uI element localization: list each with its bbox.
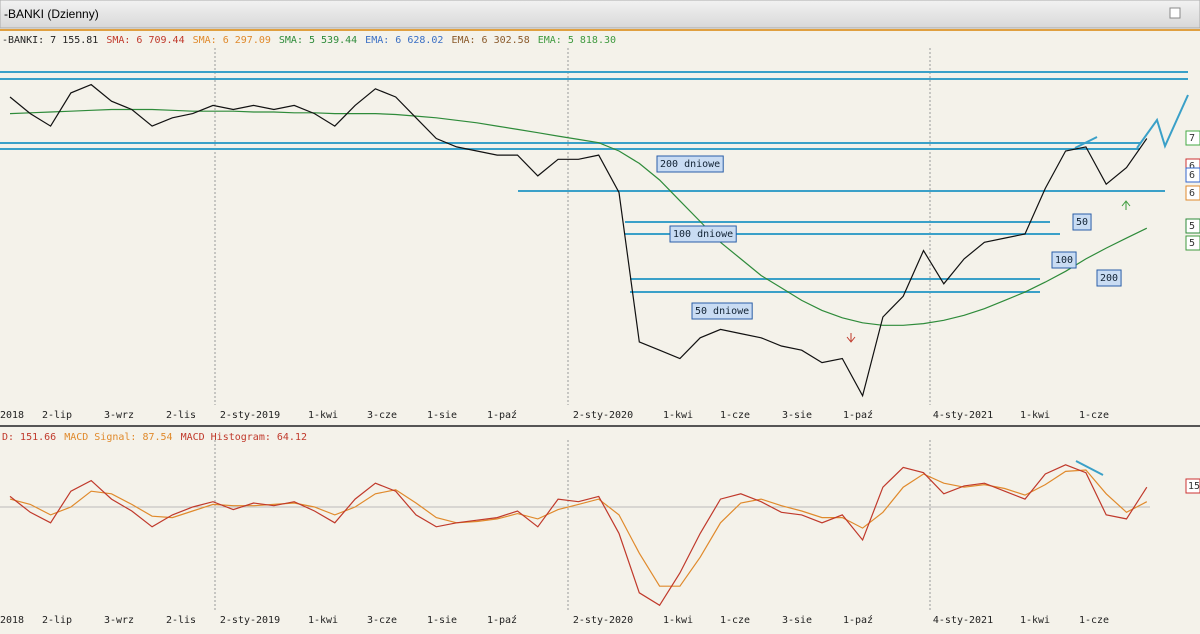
macd-line xyxy=(9,464,1148,607)
annotation-label: 100 dniowe xyxy=(673,229,733,240)
trend-line xyxy=(1075,460,1104,476)
x-tick-label: 1-kwi xyxy=(1020,615,1050,626)
x-tick-label: 2-sty-2019 xyxy=(220,410,280,421)
x-tick-label: 2-sty-2020 xyxy=(573,615,633,626)
x-tick-label: 3-cze xyxy=(367,615,397,626)
x-tick-label: 4-sty-2021 xyxy=(933,410,993,421)
x-tick-label: 2-lip xyxy=(42,410,72,421)
legend-entry: EMA: 6 628.02 xyxy=(365,35,443,46)
macd-tag xyxy=(1185,478,1200,494)
legend-entry: D: 151.66 xyxy=(2,432,56,443)
annotation-box xyxy=(1051,251,1077,269)
legend-entry: MACD Histogram: 64.12 xyxy=(181,432,307,443)
price-tag-label: 5 xyxy=(1189,238,1195,249)
x-tick-label: 2018 xyxy=(0,615,24,626)
legend-entry: EMA: 6 302.58 xyxy=(451,35,529,46)
x-tick-label: 1-kwi xyxy=(663,410,693,421)
x-tick-label: 4-sty-2021 xyxy=(933,615,993,626)
price-tag-label: 6 xyxy=(1189,188,1195,199)
legend-entry: SMA: 6 297.09 xyxy=(193,35,271,46)
legend-entry: MACD Signal: 87.54 xyxy=(64,432,172,443)
price-tag xyxy=(1185,167,1200,183)
annotation-label: 200 xyxy=(1100,273,1118,284)
x-tick-label: 1-paź xyxy=(487,614,517,626)
annotation-label: 100 xyxy=(1055,255,1073,266)
x-tick-label: 1-cze xyxy=(720,615,750,626)
signal-line xyxy=(9,469,1148,587)
x-tick-label: 1-kwi xyxy=(663,615,693,626)
x-tick-label: 1-kwi xyxy=(308,615,338,626)
annotation-box xyxy=(1072,213,1092,231)
legend-entry: SMA: 6 709.44 xyxy=(106,35,184,46)
x-tick-label: 2-lip xyxy=(42,615,72,626)
price-tag-label: 6 xyxy=(1189,161,1195,172)
x-tick-label: 2018 xyxy=(0,410,24,421)
x-tick-label: 2-sty-2020 xyxy=(573,410,633,421)
price-tag xyxy=(1185,130,1200,146)
legend-entry: -BANKI: 7 155.81 xyxy=(2,35,98,46)
price-tag xyxy=(1185,185,1200,201)
annotation-box xyxy=(691,302,753,320)
x-tick-label: 3-sie xyxy=(782,615,812,626)
trend-line xyxy=(1074,136,1098,149)
legend-entry: EMA: 5 818.30 xyxy=(538,35,616,46)
sell-arrow xyxy=(846,333,856,343)
x-tick-label: 1-kwi xyxy=(308,410,338,421)
x-tick-label: 2-lis xyxy=(166,615,196,626)
x-tick-label: 1-kwi xyxy=(1020,410,1050,421)
x-tick-label: 1-paź xyxy=(843,614,873,626)
annotation-label: 200 dniowe xyxy=(660,159,720,170)
annotation-label: 50 xyxy=(1076,217,1088,228)
x-tick-label: 3-sie xyxy=(782,410,812,421)
window-button[interactable] xyxy=(1169,7,1181,19)
buy-arrow xyxy=(1121,200,1131,210)
x-tick-label: 1-cze xyxy=(1079,615,1109,626)
x-tick-label: 1-sie xyxy=(427,410,457,421)
annotation-box xyxy=(669,225,737,243)
annotation-box xyxy=(1096,269,1122,287)
price-tag xyxy=(1185,235,1200,251)
window-title: -BANKI (Dzienny) xyxy=(4,7,99,21)
x-tick-label: 3-wrz xyxy=(104,615,134,626)
x-tick-label: 3-cze xyxy=(367,410,397,421)
price-line xyxy=(9,83,1148,398)
annotation-box xyxy=(656,155,724,173)
x-tick-label: 1-cze xyxy=(720,410,750,421)
legend-entry: SMA: 5 539.44 xyxy=(279,35,357,46)
x-tick-label: 1-sie xyxy=(427,615,457,626)
price-tag-label: 7 xyxy=(1189,133,1195,144)
macd-tag-label: 15 xyxy=(1188,481,1200,492)
price-tag-label: 5 xyxy=(1189,221,1195,232)
price-tag-label: 6 xyxy=(1189,170,1195,181)
x-tick-label: 3-wrz xyxy=(104,410,134,421)
x-tick-label: 1-paź xyxy=(487,409,517,421)
title-bar xyxy=(0,0,1200,29)
x-tick-label: 2-sty-2019 xyxy=(220,615,280,626)
price-tag xyxy=(1185,218,1200,234)
x-tick-label: 1-cze xyxy=(1079,410,1109,421)
x-tick-label: 1-paź xyxy=(843,409,873,421)
projection-line xyxy=(1136,94,1189,149)
annotation-label: 50 dniowe xyxy=(695,306,749,317)
x-tick-label: 2-lis xyxy=(166,410,196,421)
